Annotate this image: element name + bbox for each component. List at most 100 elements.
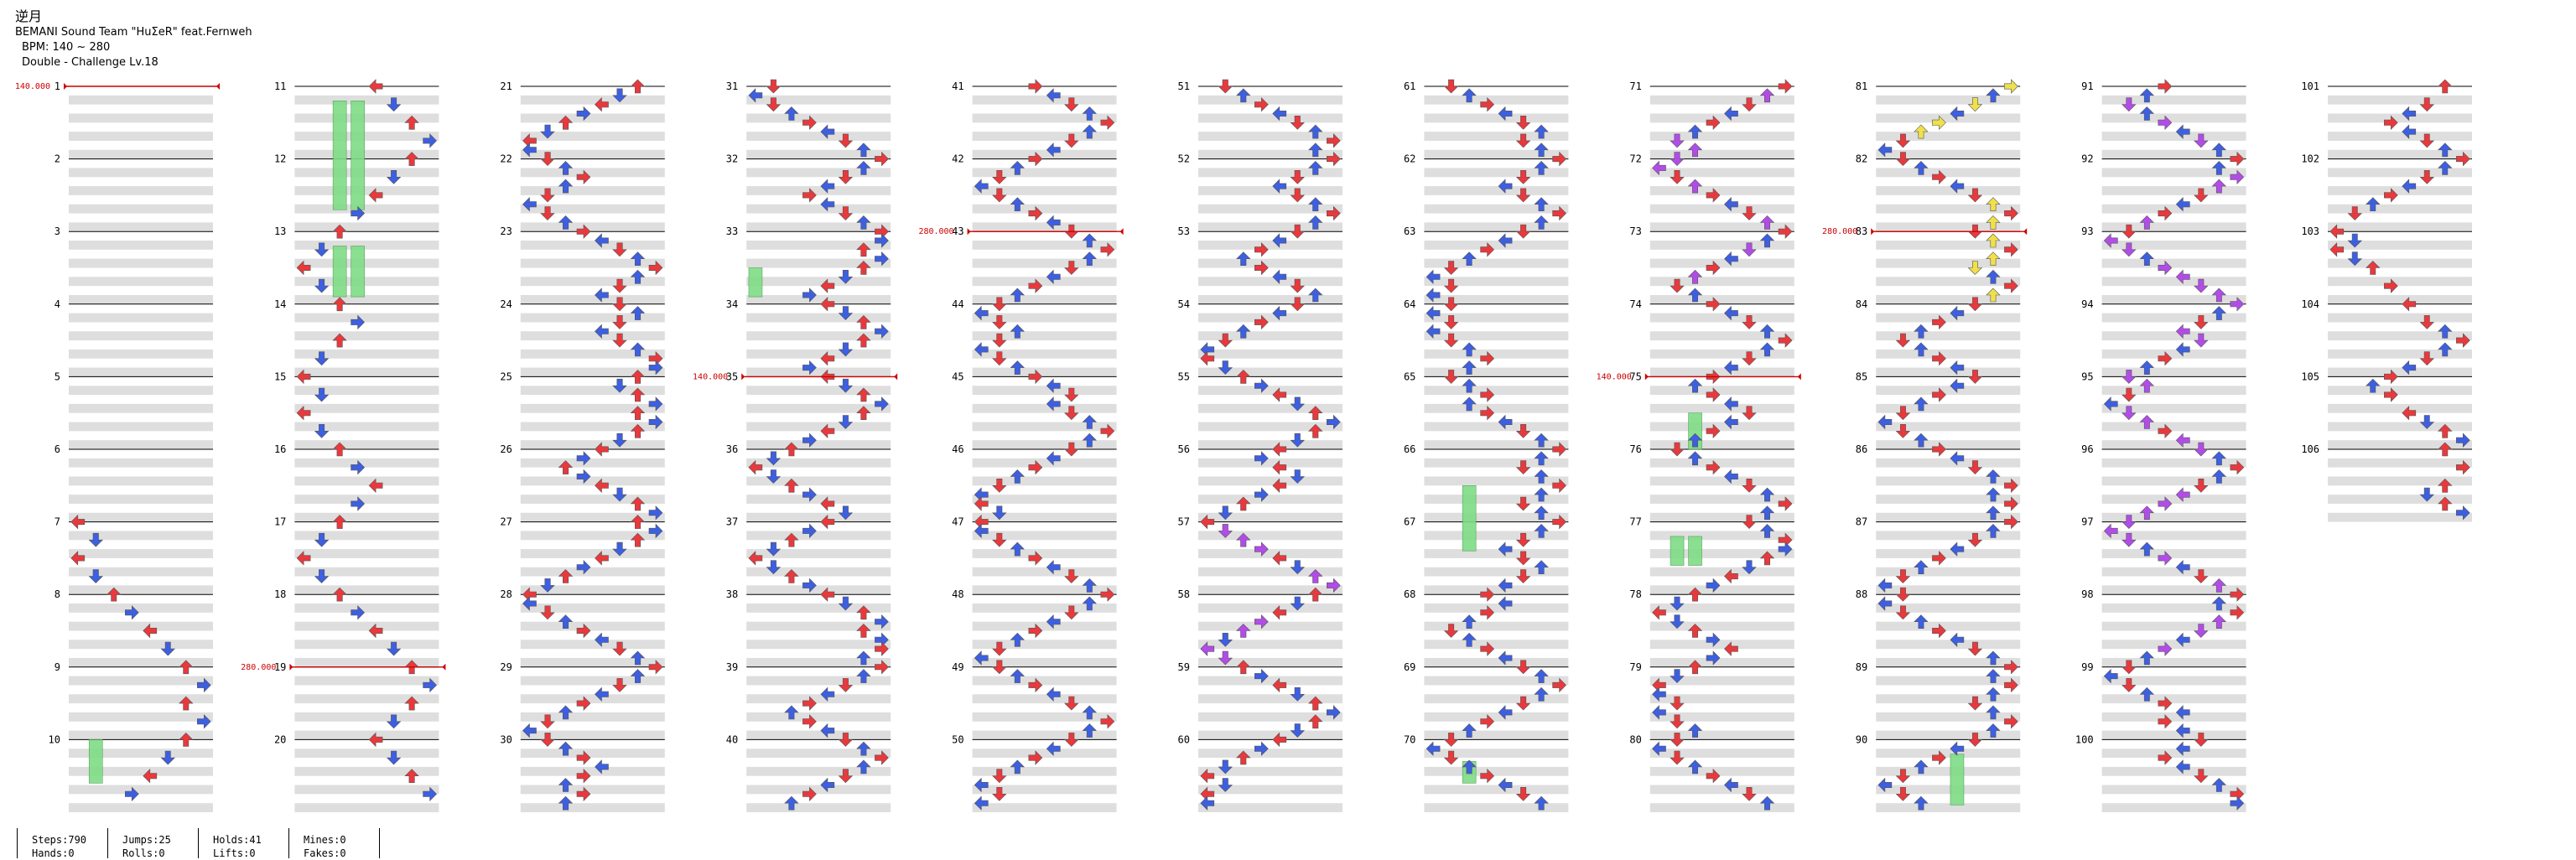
right-arrow-icon (351, 605, 366, 620)
beat-band (746, 458, 891, 468)
beat-band (294, 495, 439, 504)
down-arrow-icon (1515, 696, 1531, 711)
beat-band (746, 476, 891, 486)
measure-number: 40 (726, 733, 738, 745)
down-arrow-icon (992, 297, 1007, 312)
beat-band (69, 657, 213, 667)
right-arrow-icon (2158, 551, 2173, 566)
up-arrow-icon (1534, 560, 1549, 575)
down-arrow-icon (1515, 496, 1531, 511)
right-arrow-icon (1778, 79, 1793, 94)
left-arrow-icon (1652, 160, 1666, 176)
down-arrow-icon (992, 786, 1007, 801)
left-arrow-icon (1426, 741, 1441, 756)
right-arrow-icon (802, 433, 817, 448)
beat-band (69, 241, 213, 250)
right-arrow-icon (1932, 387, 1946, 402)
measure-number: 6 (55, 443, 60, 455)
measure-34: 34 (726, 298, 891, 377)
left-arrow-icon (974, 650, 989, 666)
measure-26: 26 (500, 443, 665, 522)
left-arrow-icon (296, 260, 311, 276)
down-arrow-icon (2347, 233, 2363, 248)
beat-band (294, 585, 439, 595)
up-arrow-icon (1082, 705, 1098, 720)
beat-band (1424, 149, 1569, 159)
down-arrow-icon (992, 315, 1007, 329)
beat-band (69, 803, 213, 812)
beat-band (2101, 277, 2246, 287)
beat-band (1198, 313, 1343, 323)
right-arrow-icon (1932, 115, 1946, 131)
left-arrow-icon (748, 551, 763, 566)
beat-band (2328, 386, 2472, 396)
down-arrow-icon (2122, 387, 2137, 402)
measure-15: 15 (274, 370, 439, 449)
measure-22: 22 (500, 153, 665, 232)
bpm-marker-icon (1644, 373, 1649, 381)
beat-band (1649, 585, 1794, 595)
beat-band (1424, 640, 1569, 650)
beat-band (1876, 149, 2021, 159)
up-arrow-icon (1986, 469, 2001, 484)
down-arrow-icon (540, 124, 555, 139)
right-arrow-icon (1480, 350, 1495, 366)
up-arrow-icon (558, 705, 574, 720)
measure-number: 81 (1856, 80, 1867, 92)
beat-band (520, 132, 665, 141)
hold-body (332, 246, 347, 298)
right-arrow-icon (423, 677, 438, 693)
up-arrow-icon (1236, 532, 1251, 547)
up-arrow-icon (558, 569, 574, 583)
right-arrow-icon (351, 459, 366, 475)
measure-102: 102 (2301, 153, 2472, 232)
left-arrow-icon (1498, 578, 1513, 593)
down-arrow-icon (612, 433, 627, 448)
measure-99: 99 (2081, 661, 2246, 740)
up-arrow-icon (2211, 160, 2227, 175)
bpm-label: 140.000 (1597, 372, 1632, 381)
beat-band (294, 458, 439, 468)
beat-band (1649, 113, 1794, 123)
measure-41: 41 (952, 80, 1117, 159)
up-arrow-icon (1687, 288, 1703, 303)
measure-number: 78 (1629, 588, 1641, 600)
down-arrow-icon (992, 170, 1007, 184)
measure-39: 39 (726, 661, 891, 740)
beat-band (746, 531, 891, 541)
right-arrow-icon (1028, 79, 1043, 94)
measure-89: 89 (1856, 661, 2021, 740)
up-arrow-icon (1010, 360, 1026, 375)
down-arrow-icon (1670, 696, 1685, 711)
right-arrow-icon (1254, 96, 1269, 112)
up-arrow-icon (1986, 705, 2001, 720)
measure-number: 31 (726, 80, 738, 92)
measure-77: 77 (1629, 516, 1794, 595)
measure-71: 71 (1629, 80, 1794, 159)
up-arrow-icon (2438, 342, 2453, 357)
measure-14: 14 (274, 298, 439, 377)
left-arrow-icon (2175, 124, 2190, 139)
measure-number: 38 (726, 588, 738, 600)
beat-band (1198, 766, 1343, 776)
beat-band (1198, 132, 1343, 141)
up-arrow-icon (2438, 478, 2453, 493)
right-arrow-icon (1028, 205, 1043, 221)
beat-band (2101, 204, 2246, 214)
right-arrow-icon (1552, 677, 1567, 693)
stats-divider (17, 828, 18, 858)
beat-band (1198, 567, 1343, 577)
beat-band (1649, 621, 1794, 631)
beat-band (2328, 349, 2472, 359)
beat-band (2101, 458, 2246, 468)
down-arrow-icon (1670, 170, 1685, 184)
measure-23: 23 (500, 225, 665, 304)
up-arrow-icon (630, 269, 646, 284)
right-arrow-icon (875, 641, 889, 656)
down-arrow-icon (2194, 624, 2209, 638)
beat-band (1198, 168, 1343, 178)
beat-band (1876, 512, 2021, 522)
down-arrow-icon (766, 451, 782, 466)
up-arrow-icon (179, 732, 194, 747)
beat-band (1876, 168, 2021, 178)
